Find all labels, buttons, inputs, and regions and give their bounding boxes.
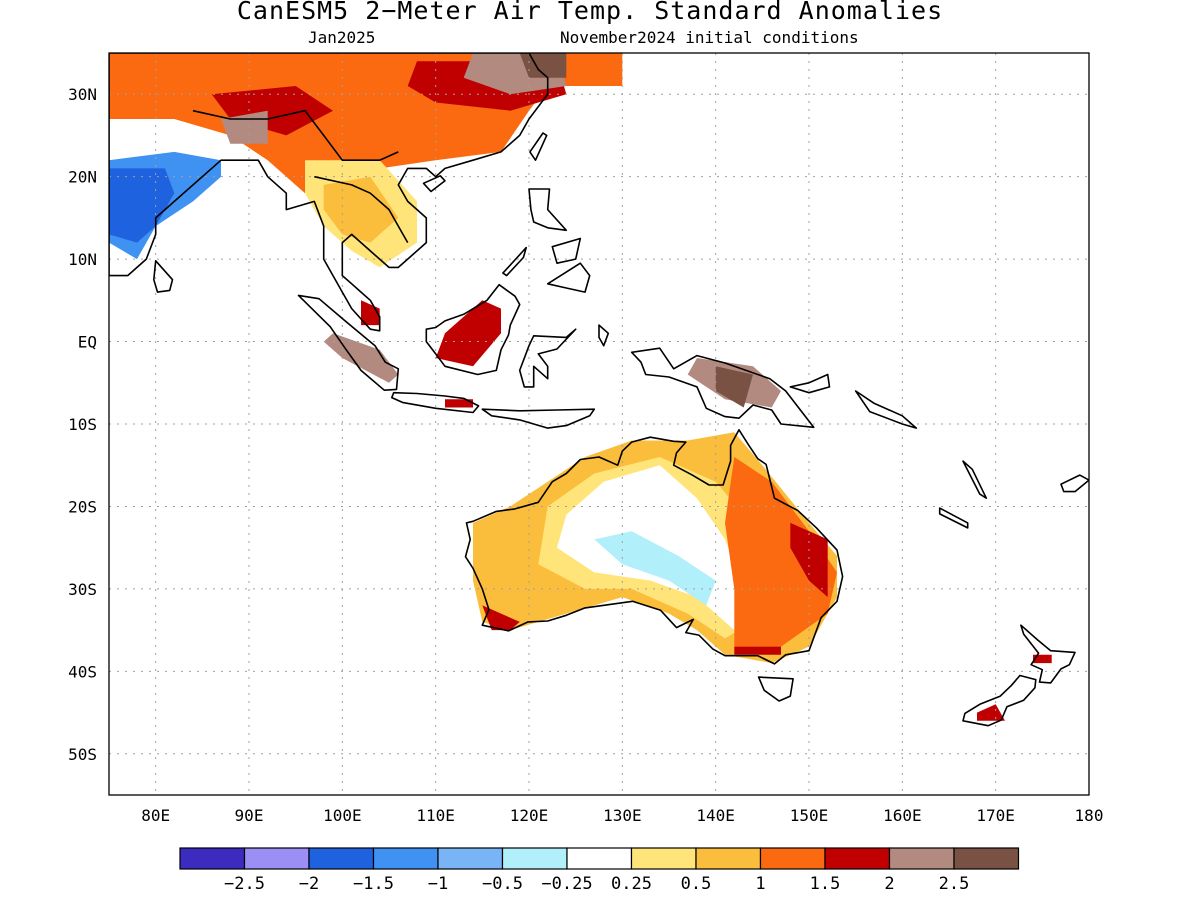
colorbar-swatch bbox=[630, 847, 697, 870]
colorbar-label: −2.5 bbox=[224, 874, 265, 894]
lat-tick-label: 40S bbox=[68, 662, 97, 681]
colorbar-label: 1 bbox=[755, 874, 765, 894]
colorbar-swatch bbox=[695, 847, 762, 870]
colorbar-swatch bbox=[243, 847, 310, 870]
coastline-java bbox=[390, 391, 480, 414]
colorbar-label: 0.5 bbox=[681, 874, 712, 894]
lon-tick-label: 180 bbox=[1075, 806, 1104, 825]
coastline-borneo bbox=[425, 283, 521, 376]
colorbar-swatch bbox=[888, 847, 955, 870]
anomaly-region-himalaya-hot bbox=[211, 86, 333, 136]
anomaly-region-sumatra-very-hot bbox=[323, 333, 399, 383]
colorbar-swatch bbox=[308, 847, 375, 870]
initial-conditions: November2024 initial conditions bbox=[560, 28, 859, 47]
coastline-lesser-sunda bbox=[481, 408, 596, 429]
colorbar-label: −0.5 bbox=[482, 874, 523, 894]
lat-tick-label: 10S bbox=[68, 415, 97, 434]
anomaly-region-java-hot bbox=[445, 399, 473, 408]
coastline-palawan bbox=[502, 246, 528, 277]
lon-tick-label: 100E bbox=[323, 806, 362, 825]
coastline-mindanao bbox=[546, 262, 591, 293]
colorbar-label: −1 bbox=[428, 874, 448, 894]
coastline-visayas bbox=[551, 237, 582, 265]
coastline-luzon bbox=[528, 188, 568, 232]
coastline-nz-south bbox=[962, 674, 1037, 727]
anomaly-region-indochina-warm bbox=[323, 176, 399, 243]
coastline-asia-mainland bbox=[109, 53, 549, 332]
anomaly-region-new-guinea-extreme bbox=[715, 366, 753, 408]
colorbar-label: 2.5 bbox=[939, 874, 970, 894]
colorbar-label: −0.25 bbox=[541, 874, 592, 894]
lat-tick-label: 20N bbox=[68, 168, 97, 187]
colorbar-label: 2 bbox=[884, 874, 894, 894]
colorbar-label: 1.5 bbox=[810, 874, 841, 894]
coastline-tasmania bbox=[757, 676, 794, 702]
coastline-halmahera-seram bbox=[598, 324, 610, 347]
colorbar-swatch bbox=[759, 847, 826, 870]
coastline-admin-borders bbox=[192, 109, 399, 161]
anomaly-region-asia-extreme bbox=[519, 53, 567, 78]
anomaly-region-nz-north-hot bbox=[1033, 654, 1052, 664]
colorbar-label: −2 bbox=[299, 874, 319, 894]
lat-tick-label: 50S bbox=[68, 745, 97, 764]
coastline-fiji bbox=[1060, 474, 1089, 493]
colorbar-label: 0.25 bbox=[611, 874, 652, 894]
colorbar-swatch bbox=[824, 847, 891, 870]
gridlines bbox=[109, 53, 1089, 795]
coastline-sumatra bbox=[297, 294, 400, 392]
coastline-new-caledonia bbox=[938, 507, 969, 529]
lon-tick-label: 150E bbox=[790, 806, 829, 825]
anomaly-region-south-asia-cold-core bbox=[109, 168, 175, 243]
axis-labels: 30N 20N 10N EQ 10S 20S 30S 40S 50S 80E 90E 100E 110E… bbox=[68, 85, 1103, 825]
target-month: Jan2025 bbox=[308, 28, 376, 47]
map-title: CanESM5 2−Meter Air Temp. Standard Anoma… bbox=[236, 0, 944, 25]
coastline-vanuatu bbox=[962, 460, 988, 500]
coastline-indochina-borders bbox=[314, 175, 409, 243]
coastlines bbox=[109, 53, 1089, 727]
colorbar-swatch bbox=[501, 847, 568, 870]
colorbar-label: −1.5 bbox=[353, 874, 394, 894]
anomaly-region-australia-sw-hot bbox=[482, 605, 520, 631]
plot-frame bbox=[108, 52, 1090, 796]
lon-tick-label: 130E bbox=[603, 806, 642, 825]
lat-tick-label: 20S bbox=[68, 497, 97, 516]
anomaly-region-australia-east-warm bbox=[725, 457, 837, 647]
coastline-sri-lanka bbox=[153, 259, 174, 293]
lon-tick-label: 80E bbox=[141, 806, 170, 825]
colorbar-swatch bbox=[372, 847, 439, 870]
lat-tick-label: EQ bbox=[78, 333, 97, 352]
colorbar-swatch bbox=[179, 847, 246, 870]
anomaly-region-australia-se-hot bbox=[734, 646, 781, 655]
lat-tick-label: 30S bbox=[68, 580, 97, 599]
anomaly-region-malay-hot bbox=[361, 300, 380, 326]
colorbar-swatch bbox=[437, 847, 504, 870]
colorbar: −2.5 −2 −1.5 −1 −0.5 −0.25 0.25 0.5 1 1.5 2 2.5 bbox=[179, 847, 1020, 894]
coastline-australia bbox=[464, 428, 844, 665]
coastline-new-guinea bbox=[630, 347, 815, 429]
lat-tick-label: 10N bbox=[68, 250, 97, 269]
anomaly-fill-layer bbox=[109, 53, 1052, 721]
colorbar-swatch bbox=[953, 847, 1020, 870]
lon-tick-label: 110E bbox=[416, 806, 455, 825]
lon-tick-label: 120E bbox=[510, 806, 549, 825]
coastline-taiwan bbox=[529, 132, 548, 161]
lon-tick-label: 140E bbox=[696, 806, 735, 825]
coastline-sulawesi bbox=[518, 328, 577, 388]
lon-tick-label: 160E bbox=[883, 806, 922, 825]
anomaly-region-borneo-hot bbox=[435, 300, 501, 367]
anomaly-region-nz-hot bbox=[977, 704, 1005, 721]
coastline-solomons bbox=[854, 390, 918, 429]
colorbar-swatch bbox=[566, 847, 633, 870]
coastline-hainan bbox=[422, 175, 446, 193]
lon-tick-label: 170E bbox=[976, 806, 1015, 825]
anomaly-region-australia-east-hot bbox=[790, 522, 828, 598]
lon-tick-label: 90E bbox=[235, 806, 264, 825]
coastline-new-britain bbox=[789, 373, 831, 394]
coastline-nz-north bbox=[1020, 624, 1076, 684]
anomaly-region-australia-cool bbox=[594, 531, 716, 606]
lat-tick-label: 30N bbox=[68, 85, 97, 104]
